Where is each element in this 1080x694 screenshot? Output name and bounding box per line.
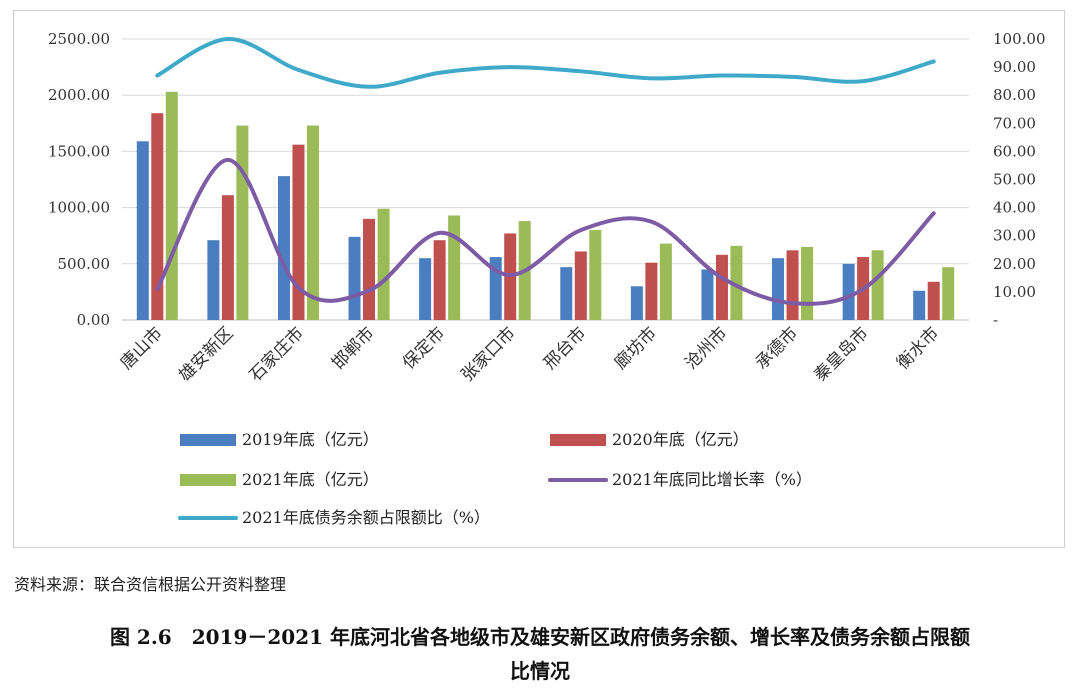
bar — [433, 240, 446, 320]
y-right-tick-label: 70.00 — [993, 114, 1036, 132]
y-right-tick-label: 80.00 — [993, 86, 1036, 104]
chart-frame: 0.00 500.00 1000.00 1500.00 2000.00 2500.00 - 1… — [13, 10, 1065, 548]
bar — [221, 195, 234, 320]
y-right-tick-label: 100.00 — [993, 30, 1046, 48]
bar — [701, 269, 714, 320]
bar — [645, 262, 658, 320]
legend-label: 2021年底同比增长率（%） — [612, 470, 812, 489]
x-category-label: 保定市 — [399, 323, 449, 373]
bar — [630, 286, 643, 320]
x-category-label: 承德市 — [752, 323, 802, 373]
bar — [730, 245, 743, 320]
y-right-tick-label: 40.00 — [993, 199, 1036, 217]
figure-caption: 图 2.6 2019－2021 年底河北省各地级市及雄安新区政府债务余额、增长率… — [0, 620, 1080, 688]
bar — [715, 254, 728, 320]
y-left-tick-label: 2000.00 — [48, 86, 110, 104]
bar — [377, 208, 390, 320]
y-left-tick-label: 1000.00 — [48, 199, 110, 217]
x-category-label: 邢台市 — [540, 323, 590, 373]
y-left-tick-label: 2500.00 — [48, 30, 110, 48]
x-category-label: 石家庄市 — [246, 323, 308, 385]
x-category-label: 衡水市 — [893, 323, 943, 373]
y-right-tick-label: 50.00 — [993, 171, 1036, 189]
legend-label: 2021年底（亿元） — [242, 470, 379, 489]
bar — [560, 267, 573, 320]
x-category-label: 沧州市 — [681, 323, 731, 373]
bar — [786, 250, 799, 320]
bar — [842, 263, 855, 320]
bar — [165, 91, 178, 320]
y-right-tick-label: - — [993, 311, 998, 329]
series-line — [155, 36, 936, 89]
bar — [871, 250, 884, 320]
bar — [801, 246, 814, 320]
bar — [348, 236, 361, 320]
x-category-label: 邯郸市 — [328, 323, 378, 373]
bar — [574, 251, 587, 320]
caption-line-2: 比情况 — [510, 659, 570, 683]
legend-swatch — [550, 434, 606, 446]
y-left-tick-label: 500.00 — [58, 255, 111, 273]
bar — [589, 230, 602, 320]
legend-label: 2019年底（亿元） — [242, 430, 379, 449]
x-category-label: 唐山市 — [116, 323, 167, 374]
caption-line-1: 图 2.6 2019－2021 年底河北省各地级市及雄安新区政府债务余额、增长率… — [109, 625, 971, 649]
bar — [942, 267, 955, 320]
y-right-tick-label: 60.00 — [993, 142, 1036, 160]
legend-label: 2021年底债务余额占限额比（%） — [242, 508, 490, 527]
legend-swatch — [180, 434, 236, 446]
bar — [659, 243, 672, 320]
bar — [306, 125, 319, 320]
bar — [292, 144, 305, 320]
legend-swatch — [180, 474, 236, 486]
x-category-label: 雄安新区 — [175, 323, 237, 385]
y-right-tick-label: 10.00 — [993, 283, 1036, 301]
x-category-label: 廊坊市 — [611, 323, 661, 373]
bar — [772, 258, 785, 320]
bar — [136, 141, 149, 320]
y-right-tick-label: 30.00 — [993, 227, 1036, 245]
bar — [927, 281, 940, 320]
bar — [236, 125, 249, 320]
bar — [419, 258, 432, 320]
x-category-label: 秦皇岛市 — [810, 323, 872, 385]
bar — [151, 113, 164, 321]
legend-label: 2020年底（亿元） — [612, 430, 749, 449]
series-line — [155, 157, 936, 306]
bar — [363, 218, 376, 320]
chart-svg: 0.00 500.00 1000.00 1500.00 2000.00 2500.00 - 1… — [48, 30, 1046, 527]
bar — [448, 215, 461, 320]
bar — [913, 290, 926, 320]
y-left-tick-label: 0.00 — [77, 311, 110, 329]
bar — [207, 240, 220, 320]
x-category-label: 张家口市 — [458, 323, 520, 385]
y-right-tick-label: 20.00 — [993, 255, 1036, 273]
y-left-tick-label: 1500.00 — [48, 142, 110, 160]
y-right-tick-label: 90.00 — [993, 58, 1036, 76]
source-note: 资料来源：联合资信根据公开资料整理 — [14, 575, 287, 594]
bar — [277, 176, 290, 320]
